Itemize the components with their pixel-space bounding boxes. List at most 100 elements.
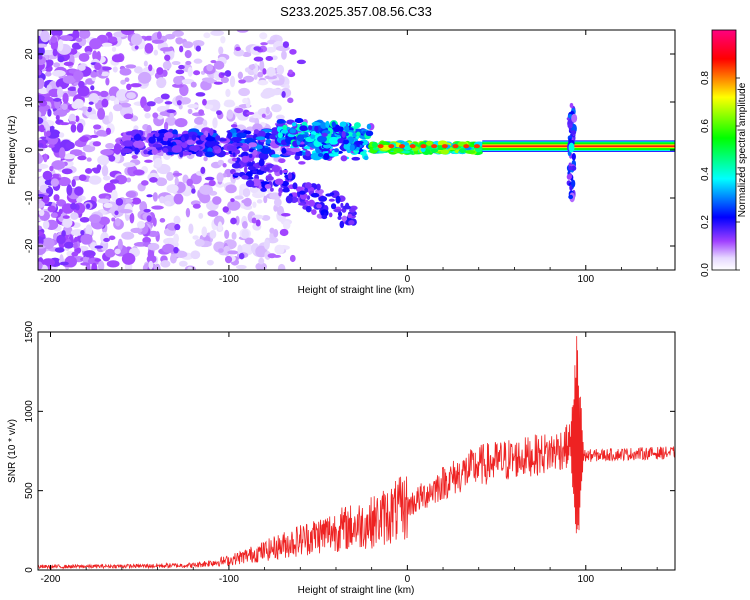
heatmap-cell [277, 205, 285, 216]
heatmap-cell [120, 79, 126, 85]
heatmap-line-band [482, 145, 675, 147]
heatmap-cell [354, 122, 361, 129]
heatmap-cell [218, 46, 224, 55]
heatmap-cell [103, 202, 113, 208]
heatmap-cell [147, 242, 160, 251]
heatmap-cell [146, 254, 157, 264]
heatmap-cell [61, 230, 66, 237]
heatmap-cell [304, 182, 312, 189]
heatmap-cell [141, 180, 149, 186]
heatmap-cell [100, 149, 114, 156]
heatmap-cell [38, 111, 42, 118]
heatmap-cell [330, 203, 337, 210]
heatmap-cell [308, 199, 315, 207]
heatmap-cell [321, 132, 328, 137]
heatmap-cell [372, 147, 380, 151]
heatmap-cell [255, 136, 266, 141]
heatmap-cell [174, 117, 188, 128]
colorbar-tick-label: 0.6 [700, 119, 711, 133]
heatmap-cell [299, 125, 308, 132]
heatmap-cell [89, 134, 99, 138]
heatmap-cell [52, 48, 58, 57]
heatmap-cell [351, 212, 356, 216]
heatmap-cell [93, 124, 102, 130]
heatmap-cell [53, 62, 61, 68]
heatmap-cell [41, 258, 56, 267]
heatmap-cell [133, 140, 145, 149]
heatmap-cell [143, 104, 151, 112]
heatmap-cell [173, 76, 184, 85]
heatmap-cell [236, 30, 249, 33]
heatmap-cell [96, 129, 107, 137]
heatmap-cell [441, 144, 448, 149]
heatmap-cell [230, 217, 237, 225]
heatmap-cell [430, 148, 439, 153]
heatmap-cell [100, 232, 109, 244]
heatmap-cell [269, 192, 282, 200]
heatmap-cell [187, 108, 193, 115]
heatmap-cell [114, 210, 119, 216]
heatmap-cell [179, 97, 191, 105]
heatmap-cell [339, 121, 347, 128]
heatmap-cell [263, 239, 270, 250]
heatmap-cell [209, 229, 217, 239]
snr-series-line [38, 336, 675, 570]
heatmap-cell [248, 64, 256, 70]
heatmap-cell [234, 107, 244, 114]
heatmap-cell [281, 50, 287, 60]
heatmap-cell [251, 217, 257, 224]
heatmap-cell [164, 200, 171, 207]
heatmap-cell [269, 88, 284, 96]
heatmap-cell [205, 99, 219, 105]
heatmap-cell [88, 214, 101, 224]
heatmap-cell [190, 81, 197, 88]
heatmap-cell [242, 97, 249, 104]
heatmap-cell [125, 191, 137, 198]
heatmap-cell [50, 178, 60, 187]
heatmap-cell [261, 113, 266, 118]
heatmap-cell [420, 146, 426, 153]
heatmap-cell [45, 71, 52, 77]
heatmap-cell [136, 221, 146, 229]
heatmap-cell [122, 140, 134, 147]
heatmap-cell [77, 85, 90, 97]
heatmap-cell [88, 113, 101, 120]
heatmap-cell [179, 45, 184, 53]
heatmap-cell [200, 166, 206, 175]
heatmap-cell [58, 208, 63, 215]
heatmap-cell [108, 235, 116, 241]
heatmap-cell [305, 205, 312, 213]
heatmap-cell [306, 195, 311, 200]
heatmap-cell [233, 48, 245, 57]
heatmap-cell [193, 58, 203, 64]
heatmap-cell [91, 262, 98, 270]
heatmap-cell [342, 205, 352, 210]
heatmap-cell [84, 45, 93, 54]
heatmap-cell [125, 64, 137, 69]
heatmap-cell [144, 42, 154, 54]
heatmap-cell [134, 66, 143, 74]
heatmap-cell [77, 64, 86, 71]
heatmap-cell [88, 101, 94, 105]
colorbar-ticks: 0.0 0.2 0.4 0.6 0.8 [700, 71, 740, 277]
heatmap-cell [52, 173, 60, 178]
heatmap-cell [126, 92, 136, 99]
heatmap-cell [566, 174, 572, 180]
heatmap-cell [287, 97, 294, 104]
heatmap-cell [260, 147, 273, 155]
heatmap-cell [212, 145, 220, 150]
heatmap-cell [317, 152, 324, 157]
heatmap-cell [72, 175, 81, 181]
heatmap-cell [38, 55, 43, 60]
heatmap-cell [266, 132, 271, 140]
heatmap-cell [403, 145, 412, 151]
heatmap-cell [278, 158, 286, 164]
heatmap-cell [282, 188, 290, 193]
heatmap-cell [38, 244, 46, 249]
heatmap-cell [59, 35, 74, 42]
heatmap-cell [311, 121, 321, 126]
heatmap-cell [203, 32, 211, 39]
heatmap-cell [452, 144, 459, 149]
heatmap-cell [287, 172, 293, 180]
heatmap-cell [276, 119, 285, 124]
